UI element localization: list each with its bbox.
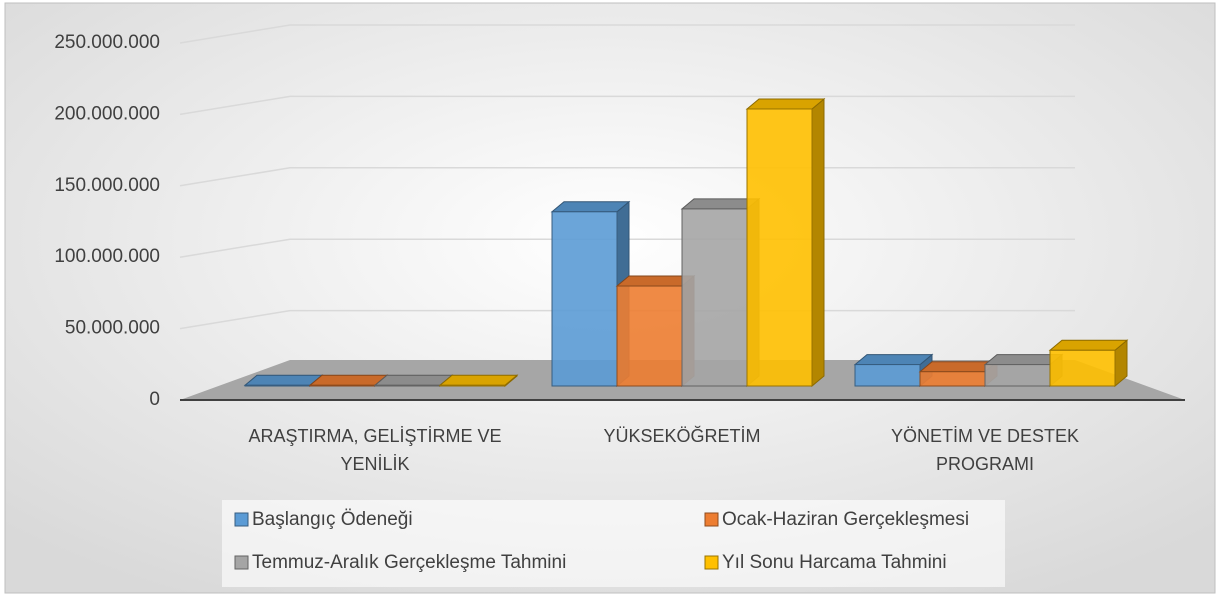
legend-label: Başlangıç Ödeneği: [252, 509, 413, 530]
bar: [1048, 339, 1129, 388]
x-tick-label: YÜKSEKÖĞRETİM: [603, 425, 760, 446]
y-tick-label: 150.000.000: [54, 175, 160, 196]
y-tick-label: 100.000.000: [54, 246, 160, 267]
grid-line: [179, 95, 1075, 116]
legend-box: [222, 500, 1005, 587]
bar: [438, 374, 519, 388]
legend-label: Yıl Sonu Harcama Tahmini: [722, 552, 947, 573]
bar: [745, 97, 826, 388]
y-tick-label: 0: [149, 389, 160, 410]
x-tick-label: ARAŞTIRMA, GELİŞTİRME VE YENİLİK: [248, 426, 501, 474]
legend-swatch: [704, 555, 719, 570]
y-tick-label: 200.000.000: [54, 103, 160, 124]
legend-swatch: [704, 512, 719, 527]
bar: [243, 374, 324, 388]
legend-label: Ocak-Haziran Gerçekleşmesi: [722, 509, 969, 530]
grid-line: [179, 24, 1075, 44]
legend-label: Temmuz-Aralık Gerçekleşme Tahmini: [252, 552, 566, 573]
x-tick-label: YÖNETİM VE DESTEK PROGRAMI: [891, 426, 1079, 474]
legend-swatch: [234, 512, 249, 527]
y-tick-label: 250.000.000: [54, 32, 160, 53]
y-tick-label: 50.000.000: [65, 318, 160, 339]
legend-swatch: [234, 555, 249, 570]
